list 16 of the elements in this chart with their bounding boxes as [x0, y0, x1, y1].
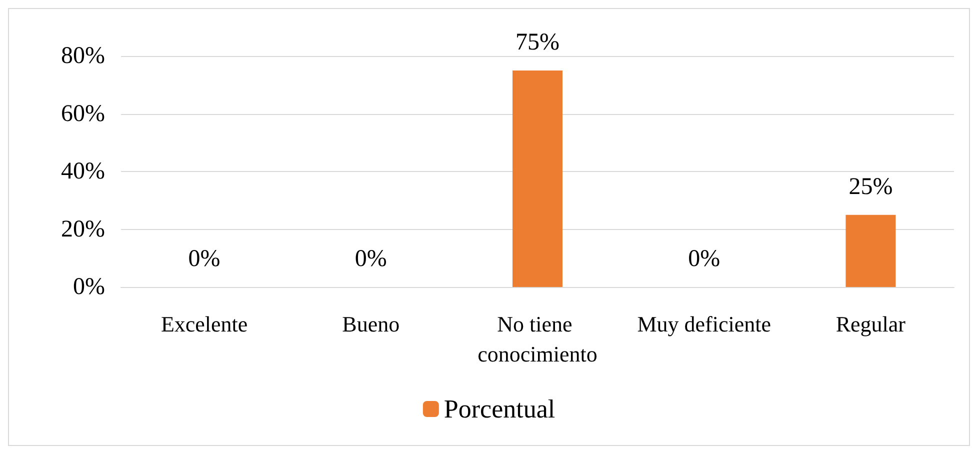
y-tick-label: 40% — [61, 158, 105, 184]
y-tick-label: 80% — [61, 43, 105, 69]
legend-label: Porcentual — [444, 394, 556, 424]
data-label: 75% — [516, 29, 560, 56]
x-tick-label: No tiene conocimiento — [478, 312, 598, 366]
x-tick-label: Muy deficiente — [637, 312, 771, 336]
y-tick-label: 0% — [73, 274, 105, 300]
x-tick-label: Bueno — [342, 312, 400, 336]
x-tick-label: Regular — [836, 312, 906, 336]
y-tick-label: 20% — [61, 216, 105, 242]
y-tick-label: 60% — [61, 100, 105, 127]
data-label: 0% — [188, 246, 220, 272]
data-label: 0% — [354, 246, 387, 272]
x-tick-label: Excelente — [160, 312, 248, 336]
data-label: 0% — [688, 246, 720, 272]
data-label: 25% — [848, 174, 893, 200]
